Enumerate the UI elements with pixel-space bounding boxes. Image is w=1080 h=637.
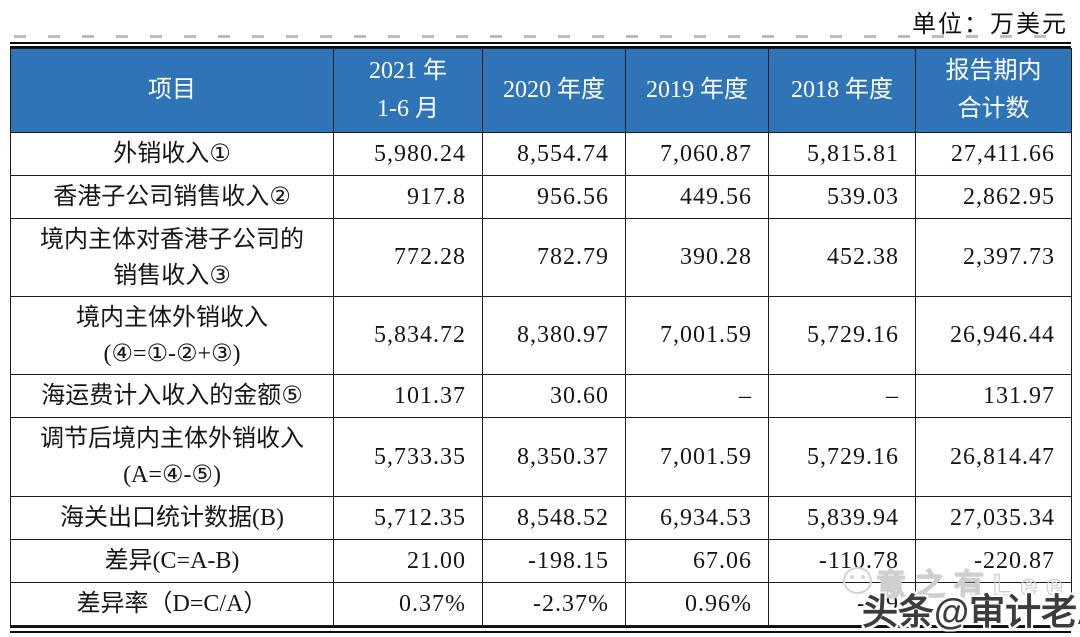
col-header-2018: 2018 年度: [768, 48, 916, 133]
cell-value: 2,397.73: [915, 218, 1072, 297]
cell-value: 6,934.53: [625, 496, 769, 540]
row-label: 调节后境内主体外销收入 (A=④-⑤): [10, 417, 334, 497]
cell-value: 5,733.35: [333, 417, 483, 497]
ghost-watermark: 意之有Lee: [875, 568, 1072, 602]
cell-value: 21.00: [333, 539, 483, 583]
cell-value: 917.8: [333, 175, 483, 219]
table-row: 调节后境内主体外销收入 (A=④-⑤) 5,733.35 8,350.37 7,…: [10, 417, 1072, 497]
cell-value: 5,839.94: [768, 496, 916, 540]
table-row: 境内主体外销收入 (④=①-②+③) 5,834.72 8,380.97 7,0…: [10, 296, 1072, 375]
cell-value: 30.60: [482, 374, 626, 418]
cell-value: 539.03: [768, 175, 916, 219]
cell-value: 27,411.66: [915, 132, 1072, 176]
ghost-face-watermark: [843, 567, 872, 594]
cell-value: 26,946.44: [915, 296, 1072, 375]
table-row: 外销收入① 5,980.24 8,554.74 7,060.87 5,815.8…: [10, 132, 1072, 176]
cell-value: 956.56: [482, 175, 626, 219]
cell-value: 5,729.16: [768, 296, 916, 375]
header-row: 项目 2021 年 1-6 月 2020 年度 2019 年度 2018 年度 …: [10, 48, 1072, 133]
row-label: 差异率（D=C/A）: [10, 582, 334, 626]
row-label: 海运费计入收入的金额⑤: [10, 374, 334, 418]
cell-value: 101.37: [333, 374, 483, 418]
cell-value: 452.38: [768, 218, 916, 297]
cell-value: 2,862.95: [915, 175, 1072, 219]
cell-value: 8,350.37: [482, 417, 626, 497]
cell-value: 8,380.97: [482, 296, 626, 375]
col-header-2020: 2020 年度: [482, 48, 626, 133]
export-revenue-reconciliation-table: 项目 2021 年 1-6 月 2020 年度 2019 年度 2018 年度 …: [10, 48, 1072, 626]
row-label: 海关出口统计数据(B): [10, 496, 334, 540]
cell-value: –: [625, 374, 769, 418]
cell-value: 67.06: [625, 539, 769, 583]
table-row: 香港子公司销售收入② 917.8 956.56 449.56 539.03 2,…: [10, 175, 1072, 219]
col-header-total: 报告期内 合计数: [915, 48, 1072, 133]
cell-value: 0.37%: [333, 582, 483, 626]
cell-value: 27,035.34: [915, 496, 1072, 540]
cell-value: 26,814.47: [915, 417, 1072, 497]
ghost-face-eye: [850, 575, 854, 579]
cell-value: -1.9: [768, 582, 916, 626]
unit-label: 单位：万美元: [912, 12, 1068, 38]
toutiao-watermark: 头条@审计老A: [862, 591, 1080, 632]
table-wrapper: 项目 2021 年 1-6 月 2020 年度 2019 年度 2018 年度 …: [10, 42, 1072, 633]
cell-value: 5,834.72: [333, 296, 483, 375]
col-header-item: 项目: [10, 48, 334, 133]
cell-value: 7,001.59: [625, 417, 769, 497]
cell-value: 8,554.74: [482, 132, 626, 176]
col-header-2019: 2019 年度: [625, 48, 769, 133]
cell-value: -2.37%: [482, 582, 626, 626]
cell-value: –: [768, 374, 916, 418]
cell-value: 8,548.52: [482, 496, 626, 540]
cell-value: 390.28: [625, 218, 769, 297]
cell-value: 5,980.24: [333, 132, 483, 176]
cell-value: -220.87: [915, 539, 1072, 583]
table-row: 差异率（D=C/A） 0.37% -2.37% 0.96% -1.9: [10, 582, 1072, 626]
dashed-guideline: [14, 35, 1064, 38]
row-label: 香港子公司销售收入②: [10, 175, 334, 219]
table-row: 海关出口统计数据(B) 5,712.35 8,548.52 6,934.53 5…: [10, 496, 1072, 540]
row-label: 境内主体外销收入 (④=①-②+③): [10, 296, 334, 375]
cell-value: 0.96%: [625, 582, 769, 626]
cell-value: 7,060.87: [625, 132, 769, 176]
cell-value: 5,815.81: [768, 132, 916, 176]
cell-value: 782.79: [482, 218, 626, 297]
table-row: 境内主体对香港子公司的 销售收入③ 772.28 782.79 390.28 4…: [10, 218, 1072, 297]
cell-value: 772.28: [333, 218, 483, 297]
cell-value: [915, 582, 1072, 626]
col-header-2021h1: 2021 年 1-6 月: [333, 48, 483, 133]
cell-value: -198.15: [482, 539, 626, 583]
row-label: 境内主体对香港子公司的 销售收入③: [10, 218, 334, 297]
ghost-face-eye: [861, 575, 865, 579]
cell-value: 449.56: [625, 175, 769, 219]
cell-value: 7,001.59: [625, 296, 769, 375]
row-label: 差异(C=A-B): [10, 539, 334, 583]
cell-value: 5,729.16: [768, 417, 916, 497]
row-label: 外销收入①: [10, 132, 334, 176]
cell-value: 131.97: [915, 374, 1072, 418]
table-row: 海运费计入收入的金额⑤ 101.37 30.60 – – 131.97: [10, 374, 1072, 418]
cell-value: 5,712.35: [333, 496, 483, 540]
